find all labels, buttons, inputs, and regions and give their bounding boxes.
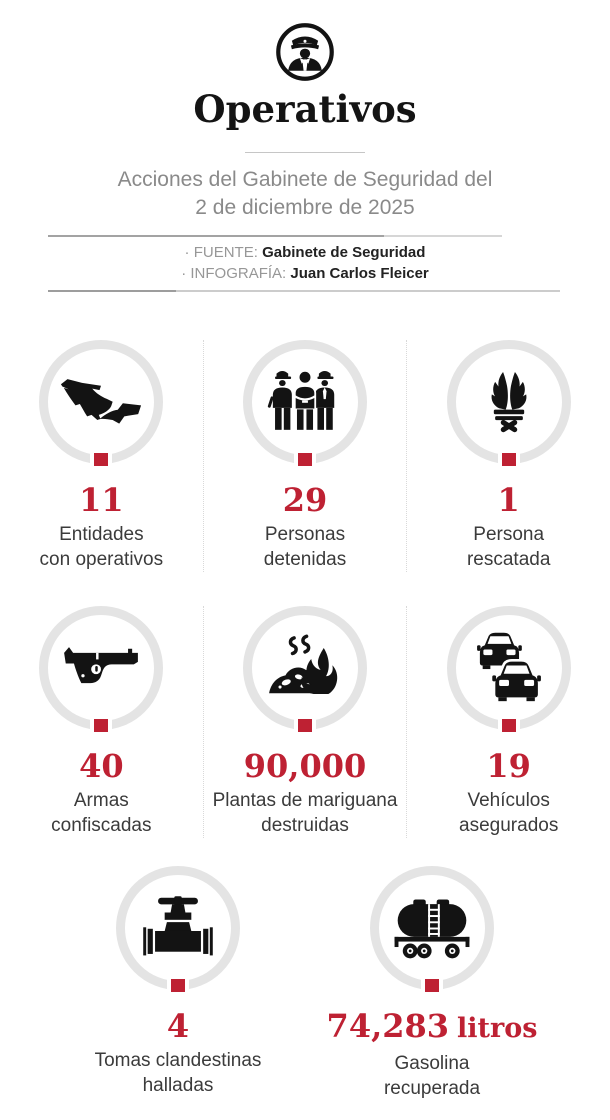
source-divider-top	[48, 235, 502, 237]
source-line: · FUENTE: Gabinete de Seguridad	[48, 242, 562, 263]
stat-circle	[243, 340, 367, 466]
pipe-valve-icon	[143, 896, 213, 956]
stat-label: Persona rescatada	[466, 524, 551, 570]
tank-wagon-icon	[394, 899, 470, 959]
red-marker	[425, 979, 439, 992]
credit-value: Juan Carlos Fleicer	[290, 265, 429, 282]
cars-icon	[476, 632, 541, 702]
stats-row-1: 11 Entidades con operativos	[0, 340, 610, 572]
credit-label: · INFOGRAFÍA:	[181, 265, 287, 282]
source-divider-bottom	[48, 290, 560, 292]
red-marker	[501, 453, 516, 466]
stat-value: 74,283 litros	[326, 1007, 538, 1045]
stat-value: 90,000	[243, 747, 367, 785]
stat-circle	[446, 340, 571, 466]
stat-label: Entidades con operativos	[39, 524, 164, 570]
stat-circle	[116, 866, 240, 992]
credit-line: · INFOGRAFÍA: Juan Carlos Fleicer	[48, 263, 562, 284]
stat-value: 19	[486, 747, 531, 785]
stat-label: Personas detenidas	[263, 524, 347, 570]
mexico-map-icon	[61, 379, 142, 424]
source-value: Gabinete de Seguridad	[262, 244, 426, 261]
red-marker	[298, 453, 312, 466]
stat-value: 40	[79, 747, 124, 785]
stat-card-gasolina: 74,283 litros Gasolina recuperada	[305, 866, 559, 1101]
bound-hands-icon	[491, 371, 527, 432]
stat-circle	[39, 606, 164, 732]
stat-circle	[243, 606, 367, 732]
stat-value: 29	[282, 481, 328, 519]
stat-circle	[370, 866, 494, 992]
subtitle: Acciones del Gabinete de Seguridad del 2…	[0, 166, 610, 222]
arrest-people-icon	[267, 370, 335, 430]
stat-circle	[39, 340, 164, 466]
stat-value: 1	[497, 481, 520, 519]
title-divider	[245, 152, 365, 153]
stat-card-tomas: 4 Tomas clandestinas halladas	[51, 866, 305, 1101]
pistol-icon	[64, 647, 139, 684]
stat-value: 11	[79, 481, 124, 519]
stat-label: Gasolina recuperada	[383, 1053, 481, 1099]
stat-card-armas: 40 Armas confiscadas	[0, 606, 203, 838]
source-lines: · FUENTE: Gabinete de Seguridad · INFOGR…	[48, 237, 562, 290]
stat-card-plantas: 90,000 Plantas de mariguana destruidas	[202, 606, 408, 838]
stat-value: 4	[166, 1007, 190, 1045]
stats-row-3: 4 Tomas clandestinas halladas	[0, 866, 610, 1101]
stat-card-vehiculos: 19 Vehículos asegurados	[407, 606, 610, 838]
subtitle-line2: 2 de diciembre de 2025	[195, 196, 415, 219]
police-officer-icon	[276, 23, 334, 81]
stat-label: Plantas de mariguana destruidas	[212, 790, 398, 836]
red-marker	[94, 453, 109, 466]
stat-label: Tomas clandestinas halladas	[94, 1050, 262, 1096]
stats-row-2: 40 Armas confiscadas 90,	[0, 606, 610, 838]
red-marker	[501, 719, 516, 732]
header: Operativos Acciones del Gabinete de Segu…	[0, 0, 610, 292]
stat-card-entidades: 11 Entidades con operativos	[0, 340, 203, 572]
page-title: Operativos	[193, 87, 417, 131]
red-marker	[94, 719, 109, 732]
source-block: · FUENTE: Gabinete de Seguridad · INFOGR…	[48, 235, 562, 292]
stat-card-rescatada: 1 Persona rescatada	[407, 340, 610, 572]
stat-circle	[446, 606, 571, 732]
source-label: · FUENTE:	[184, 244, 258, 261]
subtitle-line1: Acciones del Gabinete de Seguridad del	[117, 168, 493, 191]
stat-label: Vehículos asegurados	[459, 790, 559, 836]
red-marker	[171, 979, 185, 992]
stat-value-suffix: litros	[457, 1013, 538, 1044]
stat-label: Armas confiscadas	[51, 790, 152, 836]
burning-plants-icon	[269, 635, 338, 695]
red-marker	[298, 719, 312, 732]
stat-card-detenidas: 29 Personas detenidas	[202, 340, 408, 572]
